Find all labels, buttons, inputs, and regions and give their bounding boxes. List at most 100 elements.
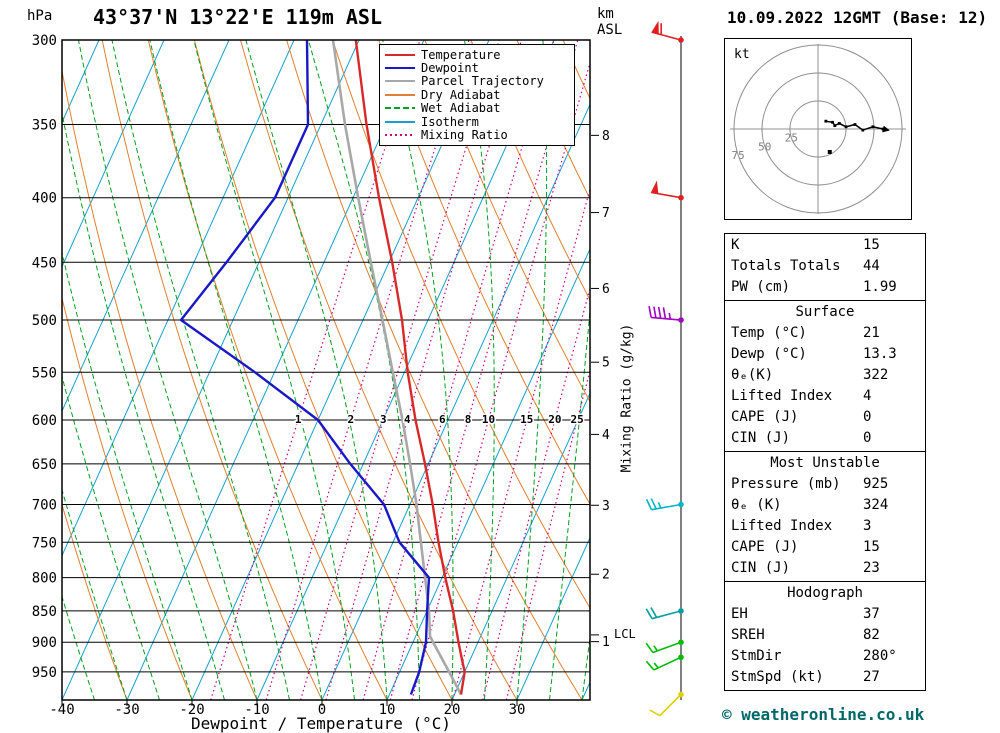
- wind-level-dot: [678, 317, 684, 323]
- pressure-tick-label: 950: [32, 665, 57, 681]
- stats-value: 15: [863, 539, 880, 555]
- pressure-tick-label: 450: [32, 255, 57, 271]
- pressure-tick-label: 400: [32, 191, 57, 207]
- hodograph-trace-point: [871, 125, 875, 129]
- hodograph-unit-label: kt: [734, 47, 750, 62]
- legend-line-sample: [385, 120, 415, 123]
- stats-row: K 15: [725, 235, 925, 256]
- stats-value: 37: [863, 606, 880, 622]
- hodograph-ring-label: 75: [731, 149, 744, 162]
- isotherm-line: [62, 40, 295, 557]
- wet-adiabat-line: [149, 40, 323, 700]
- copyright: © weatheronline.co.uk: [722, 705, 925, 724]
- legend-label: Wet Adiabat: [421, 101, 501, 116]
- stats-label: StmDir: [731, 648, 782, 664]
- isotherm-line: [126, 40, 425, 700]
- stats-label: Pressure (mb): [731, 476, 841, 492]
- hodograph-arrowhead: [882, 125, 890, 133]
- isotherm-line: [191, 40, 490, 700]
- mixing-ratio-label: 2: [347, 413, 354, 426]
- mixing-ratio-label: 15: [520, 413, 533, 426]
- pressure-tick-label: 350: [32, 118, 57, 134]
- stats-row: Temp (°C) 21: [725, 323, 925, 344]
- wet-adiabat-line: [62, 488, 128, 700]
- legend-line-sample: [385, 93, 415, 96]
- wet-adiabat-line: [78, 40, 258, 700]
- hodograph-trace-point: [837, 122, 841, 125]
- stats-section-indices: K 15 Totals Totals 44 PW (cm) 1.99: [724, 233, 926, 301]
- legend-label: Dewpoint: [421, 61, 479, 76]
- stats-row: PW (cm) 1.99: [725, 277, 925, 298]
- pressure-tick-label: 800: [32, 571, 57, 587]
- stats-label: CIN (J): [731, 430, 791, 446]
- hodograph-trace-point: [824, 119, 828, 123]
- stats-value: 280°: [863, 648, 897, 664]
- stats-row: Totals Totals 44: [725, 256, 925, 277]
- stats-label: CIN (J): [731, 560, 791, 576]
- stats-label: K: [731, 237, 740, 253]
- mixing-ratio-label: 1: [295, 413, 302, 426]
- temp-tick-label: 20: [444, 702, 461, 718]
- pressure-tick-label: 550: [32, 365, 57, 381]
- stats-label: Dewp (°C): [731, 346, 807, 362]
- legend-item: Parcel Trajectory: [385, 74, 569, 89]
- temp-tick-label: -40: [49, 702, 74, 718]
- stats-label: PW (cm): [731, 279, 791, 295]
- axis-labels: 3003504004505005506006507007508008509009…: [32, 33, 636, 718]
- stats-value: 4: [863, 388, 872, 404]
- pressure-tick-label: 600: [32, 413, 57, 429]
- mixing-ratio-label: 25: [571, 413, 584, 426]
- legend-label: Temperature: [421, 47, 501, 62]
- mixing-ratio-label: 4: [404, 413, 411, 426]
- stats-section-title: Most Unstable: [770, 455, 880, 471]
- legend-item: Wet Adiabat: [385, 101, 569, 116]
- stats-row: θₑ(K) 322: [725, 365, 925, 386]
- stats-value: 925: [863, 476, 889, 492]
- mixing-ratio-label: 6: [439, 413, 446, 426]
- stats-row: Dewp (°C) 13.3: [725, 344, 925, 365]
- km-tick-label: 8: [602, 129, 610, 144]
- mixing-ratio-label: 10: [482, 413, 495, 426]
- hodograph: 25 50 75 kt: [724, 38, 912, 220]
- hodograph-marker: [827, 149, 832, 154]
- plot-border: [61, 39, 591, 701]
- mixing-ratio-label: 20: [548, 413, 561, 426]
- stats-value: 1.99: [863, 279, 897, 295]
- dry-adiabat-line: [62, 68, 258, 700]
- stats-label: CAPE (J): [731, 539, 799, 555]
- isotherm-line: [62, 40, 360, 700]
- km-tick-label: 4: [602, 428, 610, 443]
- mixing-ratio-axis-label: Mixing Ratio (g/kg): [619, 323, 635, 473]
- isotherm-line: [256, 40, 555, 700]
- pressure-tick-label: 850: [32, 604, 57, 620]
- temp-tick-label: 0: [318, 702, 326, 718]
- legend: Temperature Dewpoint Parcel Trajectory Dry …: [379, 44, 575, 146]
- pressure-tick-label: 750: [32, 535, 57, 551]
- pressure-unit-label: hPa: [27, 8, 53, 24]
- stats-section: Surface Temp (°C) 21 Dewp (°C) 13.3 θₑ(K) 322 L…: [724, 300, 926, 452]
- stats-row: StmDir 280°: [725, 646, 925, 667]
- stats-label: CAPE (J): [731, 409, 799, 425]
- stats-row: EH 37: [725, 604, 925, 625]
- temp-tick-label: -30: [114, 702, 139, 718]
- isobars: [62, 39, 590, 673]
- km-tick-label: 6: [602, 282, 610, 297]
- isotherm-line: [516, 536, 590, 700]
- stats-value: 15: [863, 237, 880, 253]
- stats-value: 23: [863, 560, 880, 576]
- dewpoint-curve: [179, 40, 431, 695]
- temp-tick-label: 30: [509, 702, 526, 718]
- legend-item: Dry Adiabat: [385, 88, 569, 102]
- stats-label: Temp (°C): [731, 325, 807, 341]
- hodograph-trace-point: [844, 125, 848, 129]
- temp-tick-label: 10: [379, 702, 396, 718]
- stats-value: 82: [863, 627, 880, 643]
- wind-barb: [648, 306, 682, 321]
- pressure-tick-label: 700: [32, 497, 57, 513]
- legend-label: Parcel Trajectory: [421, 74, 544, 89]
- stats-value: 0: [863, 430, 872, 446]
- stats-row: Pressure (mb) 925: [725, 474, 925, 495]
- x-axis-label: Dewpoint / Temperature (°C): [190, 714, 452, 733]
- legend-item: Dewpoint: [385, 61, 569, 76]
- stats-label: SREH: [731, 627, 765, 643]
